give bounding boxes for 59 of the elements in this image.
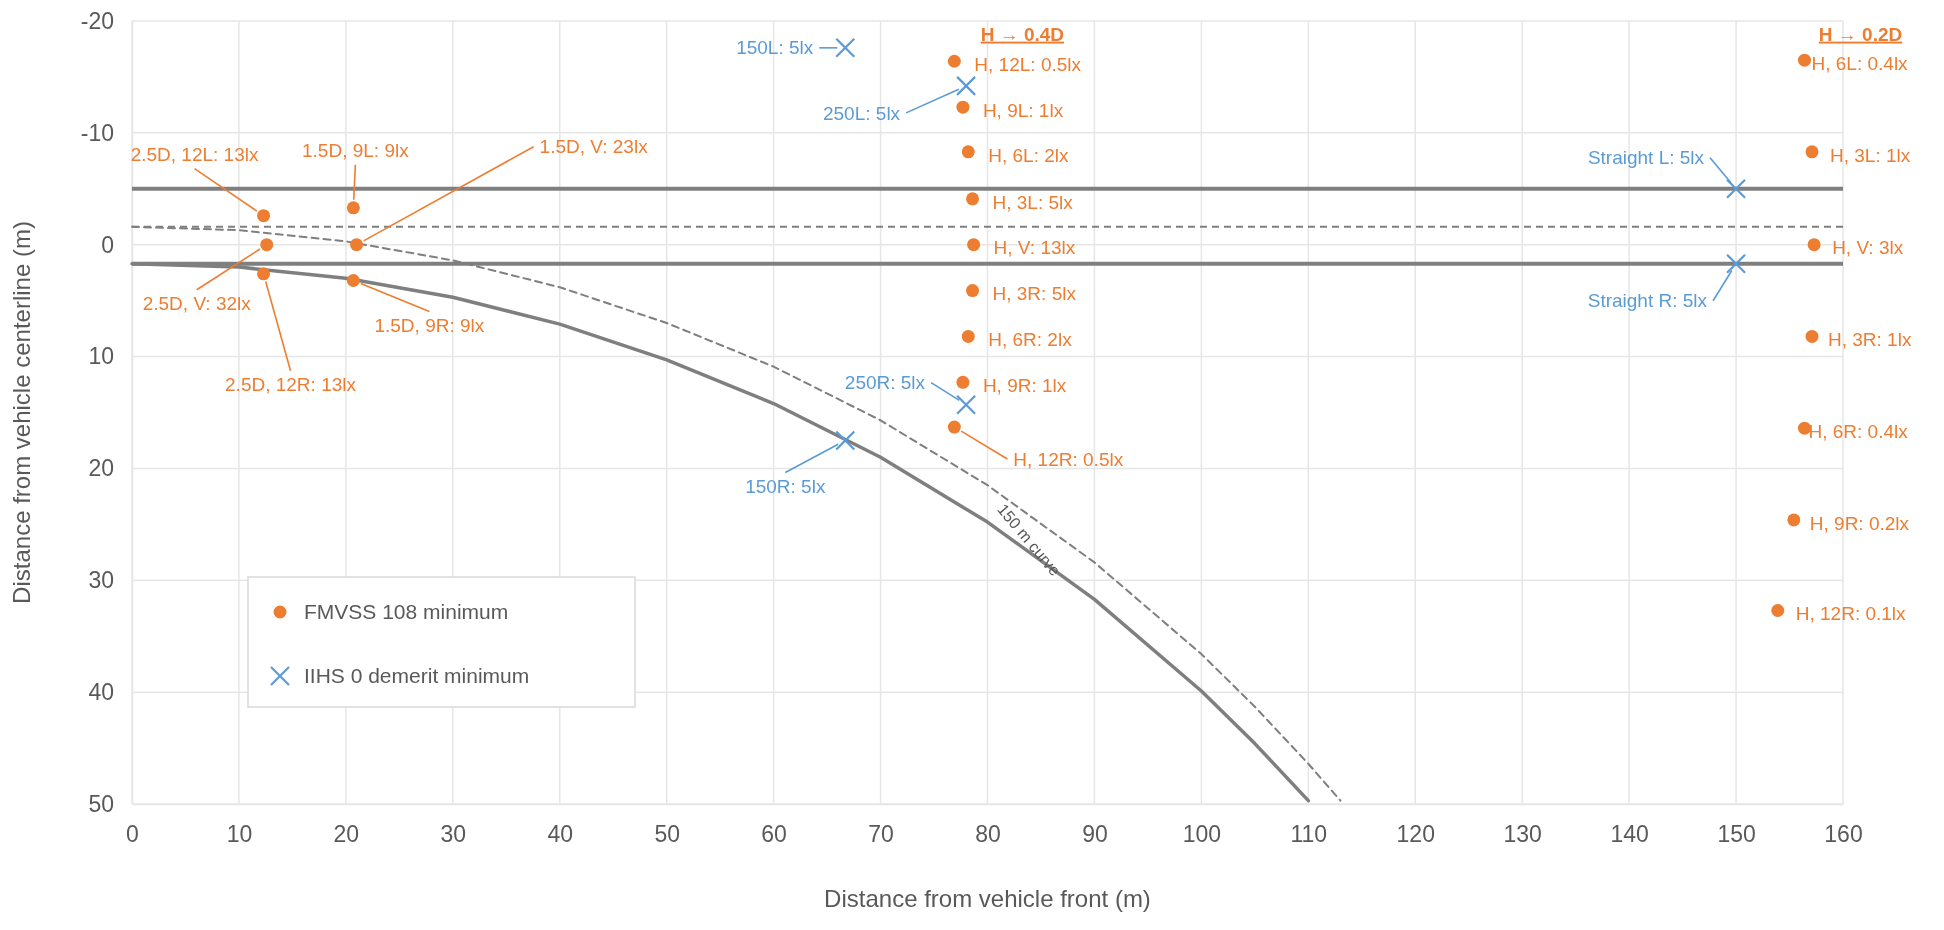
annotation: H, 6R: 0.4lx xyxy=(1808,420,1909,442)
x-tick-label: 20 xyxy=(333,821,360,848)
annotation: 150L: 5lx xyxy=(736,37,814,59)
annotation: 250L: 5lx xyxy=(822,102,901,124)
annotation: 250R: 5lx xyxy=(844,372,926,394)
annotation: H, V: 3lx xyxy=(1832,237,1904,259)
y-tick-label: -10 xyxy=(80,119,114,146)
annotation: H → 0.2D xyxy=(1818,23,1903,45)
x-tick-label: 0 xyxy=(126,821,139,848)
annotation: H, 12R: 0.5lx xyxy=(1013,448,1124,470)
x-tick-label: 120 xyxy=(1396,821,1435,848)
y-axis-title: Distance from vehicle centerline (m) xyxy=(8,221,35,604)
y-tick-label: 40 xyxy=(88,679,114,705)
annotation: H, 9L: 1lx xyxy=(982,99,1064,121)
y-tick-label: -20 xyxy=(80,7,114,34)
annotation: 2.5D, V: 32lx xyxy=(142,293,252,315)
x-tick-label: 10 xyxy=(226,821,253,848)
annotation: 1.5D, 9R: 9lx xyxy=(374,315,485,337)
y-tick-label: 10 xyxy=(88,343,114,370)
x-tick-label: 100 xyxy=(1182,821,1222,848)
x-tick-label: 150 xyxy=(1717,821,1756,848)
annotation: H, 6L: 2lx xyxy=(988,144,1070,166)
annotation: H, 9R: 0.2lx xyxy=(1809,512,1910,534)
x-tick-label: 110 xyxy=(1290,821,1328,848)
annotation: H, 3R: 5lx xyxy=(992,283,1077,305)
x-tick-label: 70 xyxy=(868,821,894,848)
annotation: 2.5D, 12R: 13lx xyxy=(225,374,357,396)
annotation: H, 3L: 1lx xyxy=(1829,144,1911,166)
x-tick-label: 80 xyxy=(975,821,1001,848)
annotation: H, 6R: 2lx xyxy=(988,329,1073,351)
x-tick-label: 60 xyxy=(761,821,787,848)
annotation: H, V: 13lx xyxy=(993,237,1076,259)
y-tick-label: 0 xyxy=(101,231,114,258)
y-tick-label: 20 xyxy=(88,455,114,482)
legend-label: IIHS 0 demerit minimum xyxy=(304,664,530,688)
annotation: Straight R: 5lx xyxy=(1587,290,1708,312)
annotation: H, 9R: 1lx xyxy=(982,374,1067,396)
annotation: H, 3L: 5lx xyxy=(992,191,1074,213)
x-axis-title: Distance from vehicle front (m) xyxy=(824,885,1151,912)
annotation: H, 12R: 0.1lx xyxy=(1795,603,1907,625)
annotation: 150R: 5lx xyxy=(745,476,826,498)
legend-label: FMVSS 108 minimum xyxy=(304,600,509,624)
x-tick-label: 140 xyxy=(1610,821,1649,848)
x-tick-label: 40 xyxy=(547,821,574,848)
annotation: H, 3R: 1lx xyxy=(1827,329,1912,351)
annotation: 2.5D, 12L: 13lx xyxy=(130,144,259,166)
x-tick-label: 160 xyxy=(1824,821,1863,848)
x-tick-label: 90 xyxy=(1082,821,1108,848)
annotation: H, 12L: 0.5lx xyxy=(974,53,1082,75)
y-tick-label: 50 xyxy=(88,790,114,817)
annotation: 1.5D, 9L: 9lx xyxy=(302,140,410,162)
annotation: 1.5D, V: 23lx xyxy=(539,136,649,158)
annotation: H, 6L: 0.4lx xyxy=(1811,52,1909,74)
x-tick-label: 130 xyxy=(1503,821,1542,848)
x-tick-label: 50 xyxy=(654,821,680,848)
y-tick-label: 30 xyxy=(88,567,114,594)
annotation: Straight L: 5lx xyxy=(1587,147,1705,169)
x-tick-label: 30 xyxy=(440,821,467,848)
annotation: H → 0.4D xyxy=(980,23,1065,45)
